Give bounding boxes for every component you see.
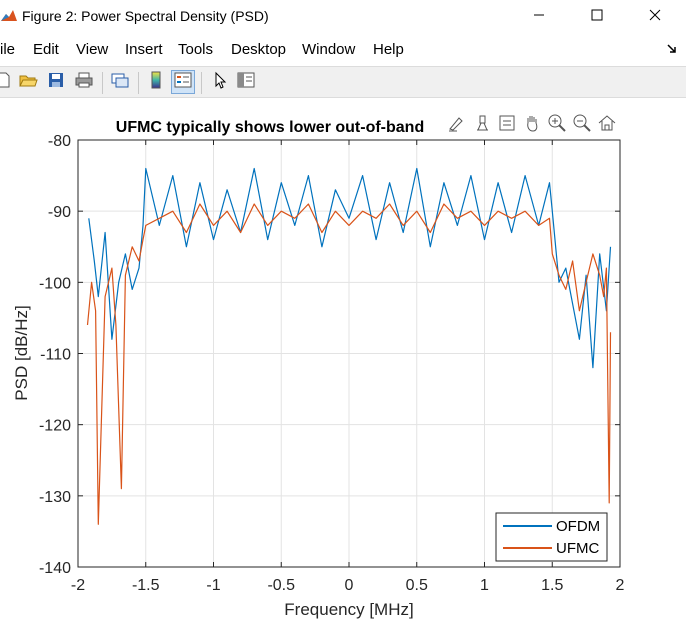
series-line-ufmc[interactable]: [86, 203, 612, 525]
menu-view[interactable]: View: [76, 41, 109, 58]
x-axis-label: Frequency [MHz]: [284, 600, 413, 619]
y-tick-label: -100: [39, 275, 71, 292]
toolbar-separator: [201, 72, 202, 94]
y-tick-labels: -140 -130 -120 -110 -100 -90 -80: [39, 133, 71, 577]
data-tips-button[interactable]: [496, 114, 518, 136]
property-inspector-button[interactable]: [234, 70, 258, 94]
y-tick-label: -80: [48, 133, 71, 150]
psd-chart: -2 -1.5 -1 -0.5 0 0.5 1 1.5 2 -140-130-120-110-1…: [12, 119, 625, 619]
close-button[interactable]: [632, 0, 678, 34]
close-icon: [649, 8, 661, 26]
zoom-in-button[interactable]: [546, 114, 568, 136]
legend-box: [495, 512, 608, 562]
colorbar-icon: [149, 71, 163, 94]
x-tick-label: -1.5: [132, 577, 160, 594]
save-button[interactable]: [44, 70, 68, 94]
x-tick-label: 0.5: [406, 577, 428, 594]
x-tick-label: 0: [345, 577, 354, 594]
y-tick-label: -130: [39, 489, 71, 506]
title-bar: Figure 2: Power Spectral Density (PSD): [0, 0, 686, 34]
y-axis-label: PSD [dB/Hz]: [12, 305, 31, 400]
axes-box: [77, 139, 621, 568]
menu-insert[interactable]: Insert: [125, 41, 163, 58]
window-title: Figure 2: Power Spectral Density (PSD): [22, 8, 269, 24]
maximize-button[interactable]: [574, 0, 620, 34]
zoom-out-button[interactable]: [571, 114, 593, 136]
zoom-out-icon: [572, 113, 592, 138]
menu-tools[interactable]: Tools: [178, 41, 214, 58]
pan-icon: [522, 113, 542, 138]
legend-button[interactable]: [171, 70, 195, 94]
legend[interactable]: OFDM UFMC: [495, 512, 608, 562]
x-tick-label: -0.5: [267, 577, 295, 594]
home-button[interactable]: [596, 114, 618, 136]
toolbar-separator: [102, 72, 103, 94]
data-cursor-button[interactable]: [471, 114, 493, 136]
x-tick-labels: -2 -1.5 -1 -0.5 0 0.5 1 1.5 2: [71, 577, 625, 594]
brush-icon: [447, 113, 467, 138]
minimize-icon: [533, 8, 545, 26]
maximize-icon: [591, 8, 603, 26]
x-tick-label: -2: [71, 577, 85, 594]
series-layer: [86, 167, 612, 525]
print-icon: [74, 71, 94, 94]
select-pointer-icon: [212, 71, 228, 94]
link-plot-icon: [110, 71, 130, 94]
menu-window[interactable]: Window: [302, 41, 356, 58]
link-plot-button[interactable]: [108, 70, 132, 94]
legend-icon: [174, 72, 192, 93]
menu-file[interactable]: ile: [0, 41, 16, 58]
y-tick-label: -140: [39, 560, 71, 577]
figure-canvas: -2 -1.5 -1 -0.5 0 0.5 1 1.5 2 -140 -130 -120 -110 -1…: [0, 98, 686, 619]
open-file-icon: [18, 71, 38, 94]
x-tick-label: 1.5: [541, 577, 563, 594]
menu-edit[interactable]: Edit: [33, 41, 59, 58]
data-cursor-icon: [472, 113, 492, 138]
chart-title: UFMC typically shows lower out-of-band: [116, 119, 424, 136]
toolbar-separator: [138, 72, 139, 94]
print-button[interactable]: [72, 70, 96, 94]
select-pointer-button[interactable]: [208, 70, 232, 94]
pan-button[interactable]: [521, 114, 543, 136]
minimize-button[interactable]: [516, 0, 562, 34]
legend-label-ufmc: UFMC: [556, 540, 599, 557]
x-tick-label: 1: [480, 577, 489, 594]
new-figure-button[interactable]: [0, 70, 16, 94]
dock-arrow-icon[interactable]: [666, 42, 678, 60]
menu-bar: ile Edit View Insert Tools Desktop Windo…: [0, 36, 686, 64]
y-tick-label: -110: [40, 347, 71, 364]
open-file-button[interactable]: [16, 70, 40, 94]
home-icon: [597, 113, 617, 138]
legend-label-ofdm: OFDM: [556, 518, 600, 535]
y-tick-label: -120: [39, 418, 71, 435]
brush-button[interactable]: [446, 114, 468, 136]
property-inspector-icon: [236, 71, 256, 94]
x-tick-label: 2: [616, 577, 625, 594]
figure-toolbar: [0, 66, 686, 98]
data-tips-icon: [497, 113, 517, 138]
colorbar-button[interactable]: [144, 70, 168, 94]
zoom-in-icon: [547, 113, 567, 138]
save-icon: [47, 71, 65, 94]
menu-help[interactable]: Help: [373, 41, 404, 58]
matlab-figure-icon: [0, 8, 18, 26]
x-tick-label: -1: [206, 577, 220, 594]
menu-desktop[interactable]: Desktop: [231, 41, 287, 58]
new-figure-icon: [0, 71, 13, 94]
y-tick-label: -90: [48, 204, 71, 221]
